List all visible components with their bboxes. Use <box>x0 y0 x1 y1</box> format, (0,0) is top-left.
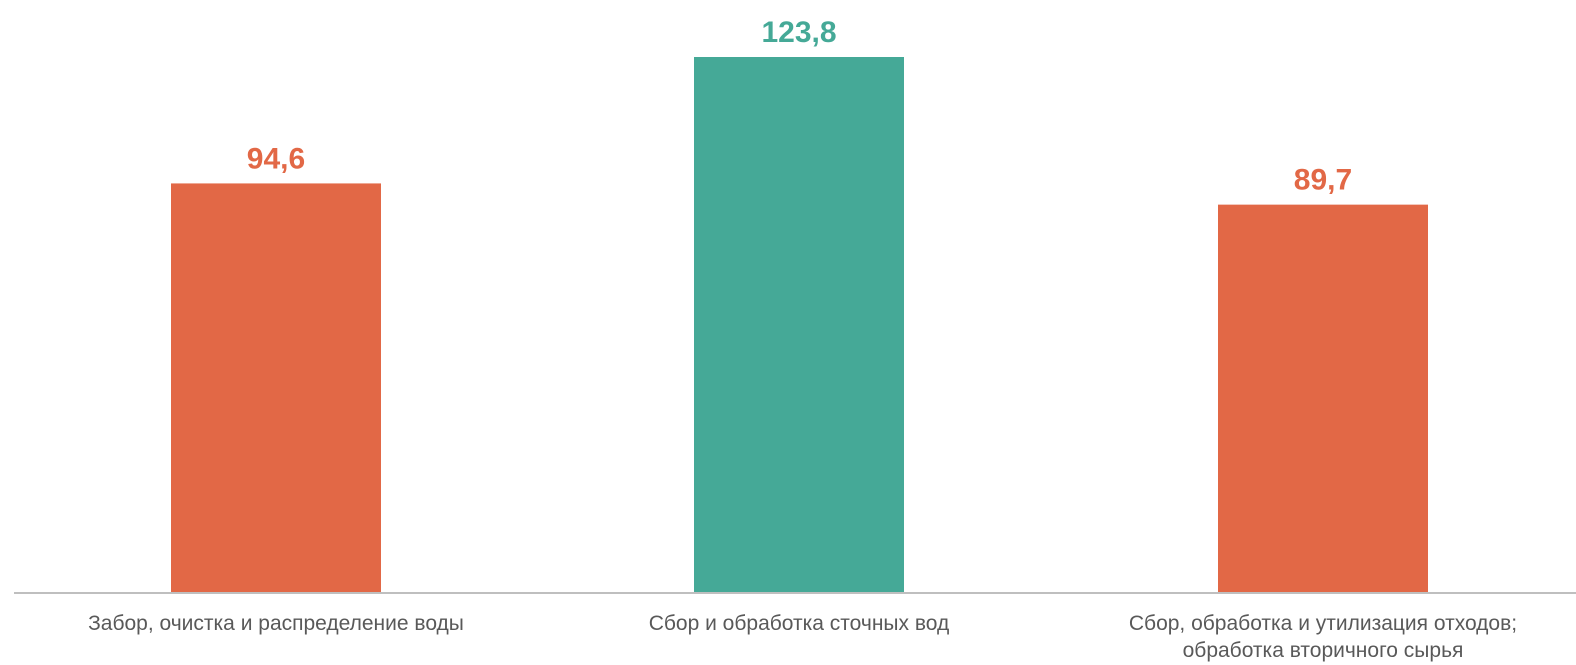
bar-2 <box>694 57 904 593</box>
bar-3 <box>1218 204 1428 593</box>
bars-layer <box>171 57 1428 593</box>
value-label-2: 123,8 <box>761 16 836 49</box>
value-label-3: 89,7 <box>1294 164 1352 197</box>
value-labels-layer: 94,6 123,8 89,7 <box>247 16 1352 197</box>
category-labels-layer: Забор, очистка и распределение воды Сбор … <box>88 612 1517 662</box>
category-label-2: Сбор и обработка сточных вод <box>649 612 950 635</box>
value-label-1: 94,6 <box>247 142 305 175</box>
category-label-3-line-1: Сбор, обработка и утилизация отходов; <box>1129 612 1517 635</box>
category-label-3-line-2: обработка вторичного сырья <box>1183 639 1464 662</box>
category-label-1: Забор, очистка и распределение воды <box>88 612 464 635</box>
bar-1 <box>171 183 381 593</box>
